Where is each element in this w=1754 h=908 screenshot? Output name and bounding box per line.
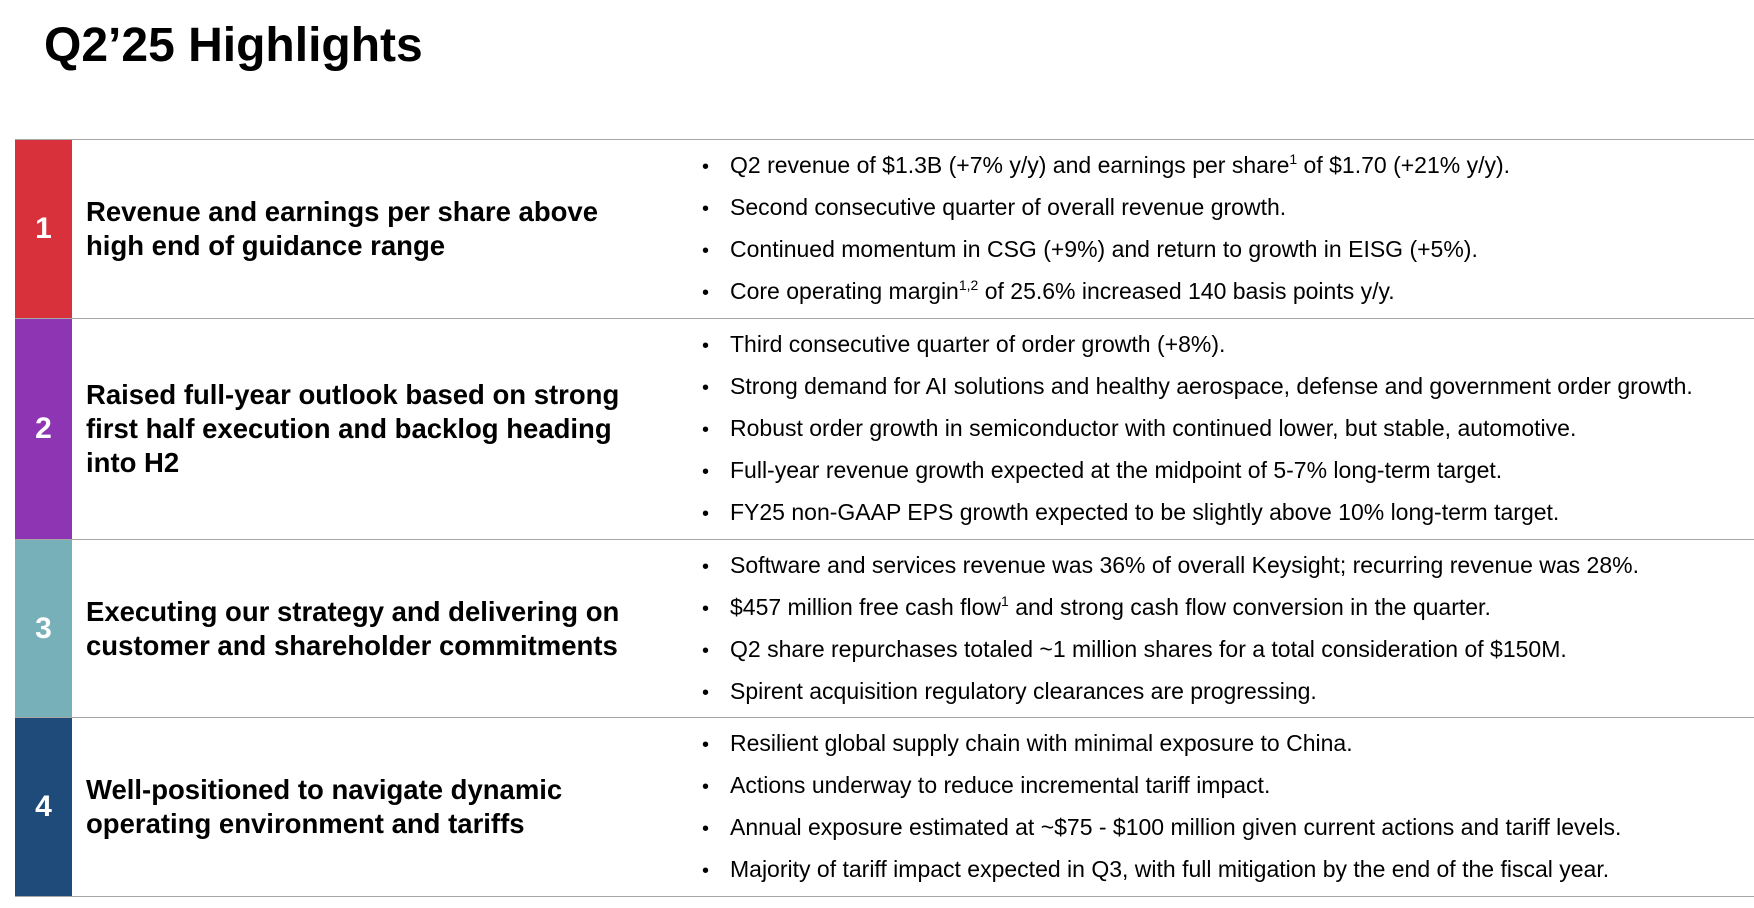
bullet-item: • Actions underway to reduce incremental … — [702, 765, 1754, 807]
bullet-list: • Third consecutive quarter of order grow… — [672, 319, 1754, 539]
bullet-item: • Core operating margin1,2 of 25.6% incre… — [702, 271, 1754, 313]
row-heading: Raised full-year outlook based on strong… — [86, 379, 620, 478]
bullet-marker: • — [702, 597, 710, 620]
bullet-marker: • — [702, 377, 710, 399]
bullet-marker: • — [702, 503, 710, 525]
bullet-marker: • — [702, 282, 710, 304]
bullet-item: • Full-year revenue growth expected at th… — [702, 450, 1754, 492]
bullet-item: • Annual exposure estimated at ~$75 - $10… — [702, 807, 1754, 849]
highlight-row-1: 1 Revenue and earnings per share above h… — [15, 140, 1754, 319]
page-title: Q2’25 Highlights — [44, 19, 423, 72]
bullet-item: • Second consecutive quarter of overall r… — [702, 187, 1754, 229]
bullet-item: • Majority of tariff impact expected in Q… — [702, 849, 1754, 891]
bullet-marker: • — [702, 860, 710, 882]
bullet-marker: • — [702, 419, 710, 441]
row-heading: Well-positioned to navigate dynamic oper… — [86, 774, 563, 839]
row-number: 1 — [35, 212, 52, 245]
bullet-item: • Q2 share repurchases totaled ~1 million… — [702, 629, 1754, 671]
highlight-row-3: 3 Executing our strategy and delivering … — [15, 540, 1754, 718]
row-number-badge: 4 — [15, 718, 72, 896]
bullet-item: • Continued momentum in CSG (+9%) and ret… — [702, 229, 1754, 271]
bullet-marker: • — [702, 461, 710, 483]
row-number: 3 — [35, 611, 52, 645]
bullet-list: • Resilient global supply chain with mini… — [672, 718, 1754, 896]
bullet-item: • Resilient global supply chain with mini… — [702, 723, 1754, 765]
bullet-marker: • — [702, 639, 710, 662]
bullet-marker: • — [702, 734, 710, 756]
bullet-item: • Strong demand for AI solutions and heal… — [702, 366, 1754, 408]
bullet-item: • FY25 non-GAAP EPS growth expected to be… — [702, 492, 1754, 534]
bullet-marker: • — [702, 335, 710, 357]
bullet-marker: • — [702, 776, 710, 798]
bullet-marker: • — [702, 818, 710, 840]
bullet-item: • Robust order growth in semiconductor wi… — [702, 408, 1754, 450]
row-number-badge: 2 — [15, 319, 72, 539]
row-number-badge: 1 — [15, 140, 72, 318]
row-number: 2 — [35, 412, 52, 445]
highlight-row-4: 4 Well-positioned to navigate dynamic op… — [15, 718, 1754, 897]
bullet-item: • Spirent acquisition regulatory clearanc… — [702, 671, 1754, 713]
highlight-row-2: 2 Raised full-year outlook based on stro… — [15, 319, 1754, 540]
bullet-list: • Software and services revenue was 36% o… — [672, 540, 1754, 717]
highlights-table: 1 Revenue and earnings per share above h… — [15, 139, 1754, 897]
row-heading: Revenue and earnings per share above hig… — [86, 196, 598, 261]
row-number: 4 — [35, 790, 52, 823]
bullet-marker: • — [702, 198, 710, 220]
bullet-list: • Q2 revenue of $1.3B (+7% y/y) and earni… — [672, 140, 1754, 318]
bullet-marker: • — [702, 240, 710, 262]
bullet-marker: • — [702, 156, 710, 178]
bullet-item: • Software and services revenue was 36% o… — [702, 545, 1754, 587]
row-heading: Executing our strategy and delivering on… — [86, 595, 620, 661]
bullet-marker: • — [702, 555, 710, 578]
bullet-item: • Third consecutive quarter of order grow… — [702, 324, 1754, 366]
row-number-badge: 3 — [15, 540, 72, 717]
bullet-item: • Q2 revenue of $1.3B (+7% y/y) and earni… — [702, 145, 1754, 187]
bullet-item: • $457 million free cash flow1 and strong… — [702, 587, 1754, 629]
bullet-marker: • — [702, 681, 710, 704]
